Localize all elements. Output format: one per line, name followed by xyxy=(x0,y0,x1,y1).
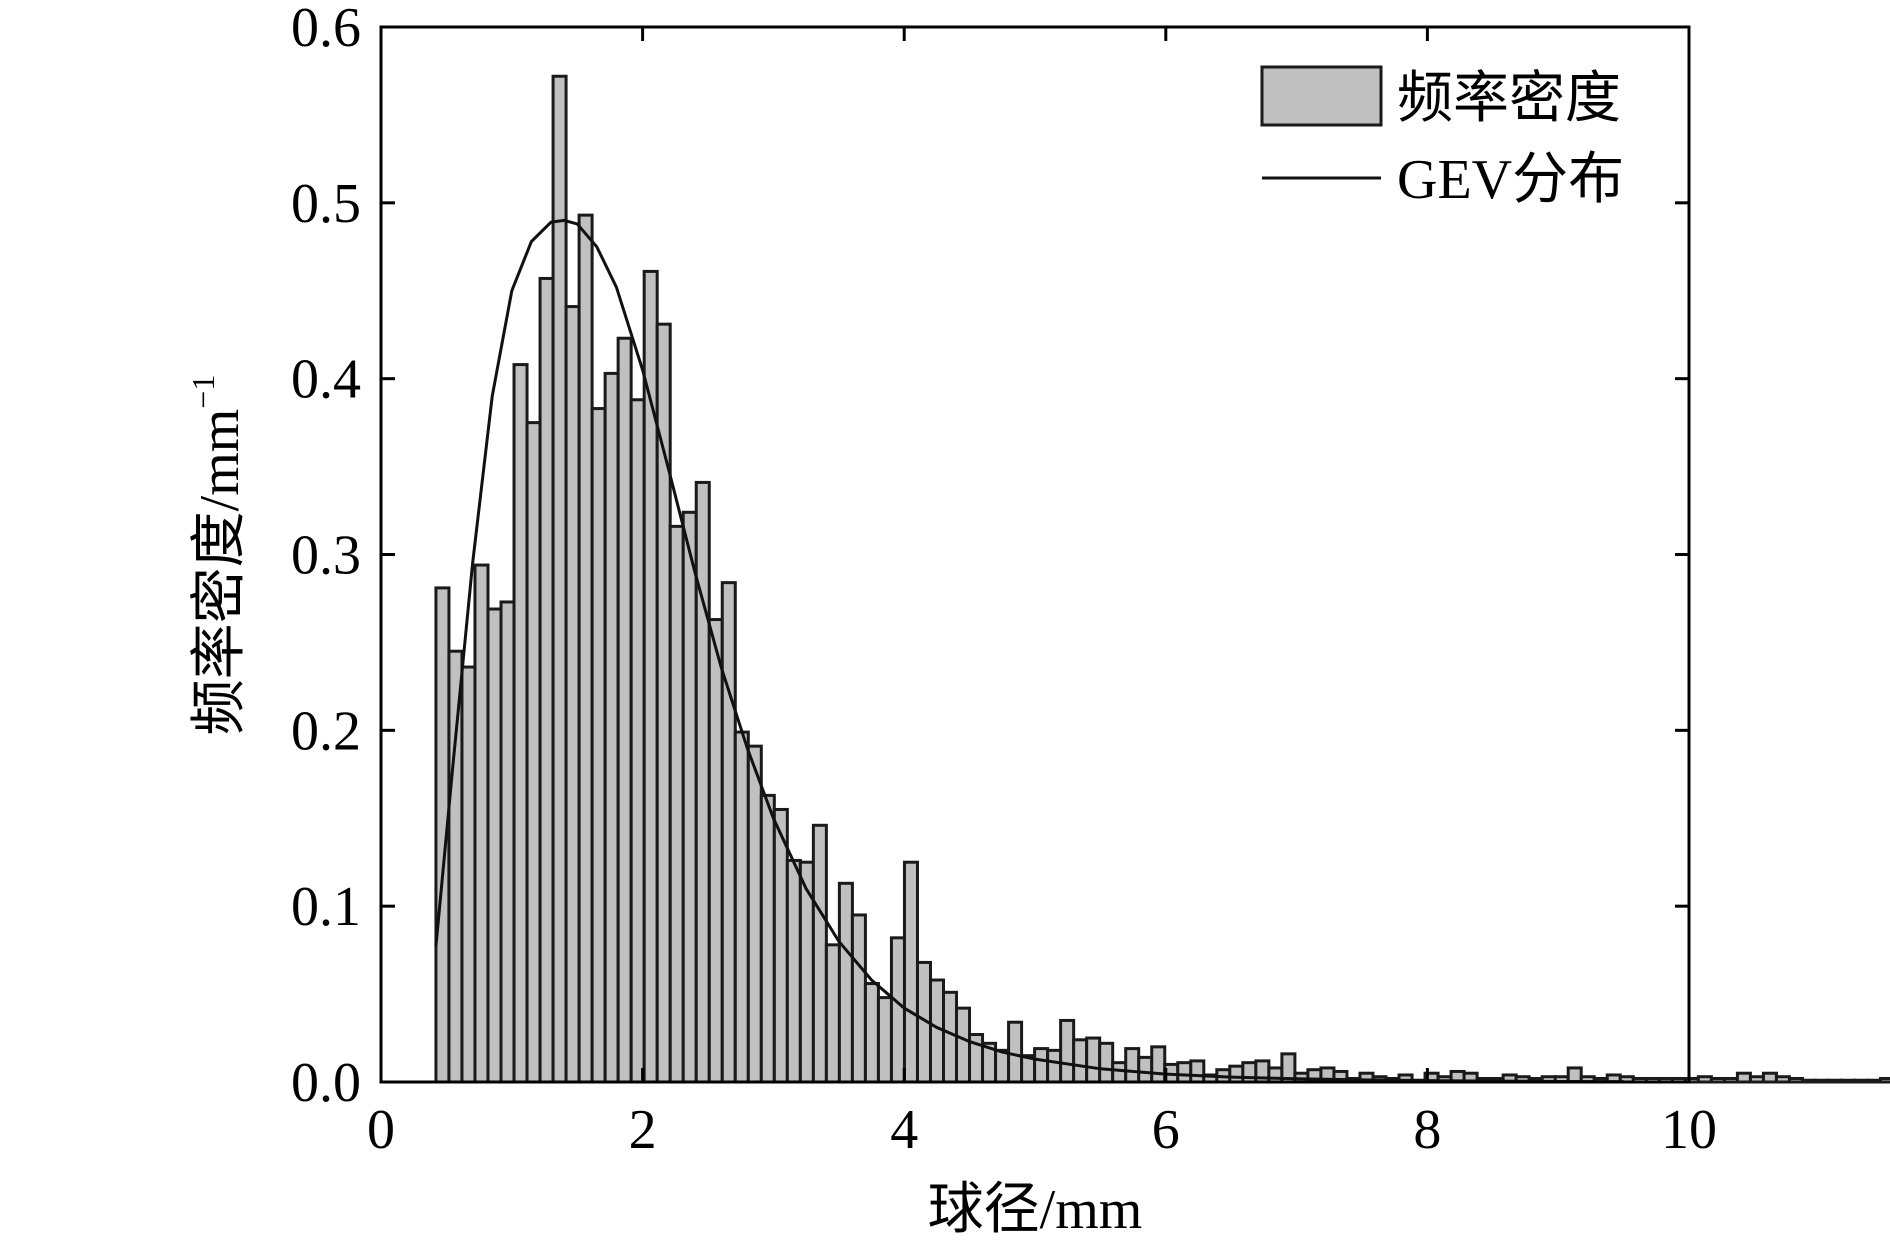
histogram-bar xyxy=(1800,1078,1817,1084)
gev-curve-layer xyxy=(434,218,1624,1084)
histogram-bar xyxy=(564,305,581,1084)
histogram-bar xyxy=(1813,1078,1830,1084)
histogram-bar xyxy=(837,881,854,1084)
histogram-bar xyxy=(1709,1076,1726,1084)
histogram-bar xyxy=(889,936,906,1084)
histogram-bar xyxy=(603,371,620,1084)
histogram-bar xyxy=(681,510,698,1084)
histogram-bar xyxy=(551,74,568,1084)
histogram-bar xyxy=(942,990,959,1084)
histogram-bar xyxy=(720,581,737,1084)
histogram-bar xyxy=(1735,1071,1752,1084)
histogram-bar xyxy=(1761,1071,1778,1084)
legend-swatch-histogram xyxy=(1260,65,1383,127)
histogram-bar xyxy=(1267,1066,1284,1084)
histogram-bar xyxy=(746,744,763,1084)
histogram-bar xyxy=(1722,1076,1739,1084)
histogram-bar xyxy=(525,421,542,1084)
x-tick-label: 4 xyxy=(890,1099,918,1161)
histogram-bar xyxy=(512,363,529,1084)
y-axis-label-main: 频率密度/mm xyxy=(189,409,251,736)
histogram-bar xyxy=(1189,1059,1206,1084)
histogram-bar xyxy=(447,649,464,1084)
histogram-bar xyxy=(1111,1061,1128,1084)
histogram-bar xyxy=(863,982,880,1084)
histogram-bar xyxy=(1059,1018,1076,1084)
histogram-bar xyxy=(1566,1066,1583,1084)
x-axis-label: 球径/mm xyxy=(928,1179,1143,1241)
axis-ticks: 0 2 4 6 8 10 0.0 0.1 0.2 0.3 0.4 0.5 0.6 xyxy=(291,0,1717,1161)
histogram-bar xyxy=(824,943,841,1084)
x-tick-label: 8 xyxy=(1413,1099,1441,1161)
histogram-bar xyxy=(876,996,893,1084)
histogram-bar xyxy=(733,730,750,1084)
legend-label-gev: GEV分布 xyxy=(1397,149,1624,211)
legend: 频率密度 GEV分布 xyxy=(1260,65,1624,211)
histogram-bar xyxy=(1124,1047,1141,1084)
histogram-bar xyxy=(1072,1038,1089,1084)
histogram-bar xyxy=(668,524,685,1084)
histogram-bar xyxy=(1085,1036,1102,1084)
histogram-bar xyxy=(1228,1064,1245,1084)
histogram-bar xyxy=(811,823,828,1084)
histogram-bar xyxy=(1879,1076,1890,1084)
y-tick-label: 0.1 xyxy=(291,876,361,938)
histogram-bar xyxy=(772,807,789,1084)
histogram-bar xyxy=(538,276,555,1084)
histogram-bar xyxy=(1046,1048,1063,1084)
histogram-bar xyxy=(642,269,659,1084)
histogram-bar xyxy=(486,607,503,1084)
y-tick-label: 0.5 xyxy=(291,173,361,235)
histogram-bar xyxy=(902,860,919,1084)
histogram-bar xyxy=(616,336,633,1084)
histogram-bar xyxy=(1748,1075,1765,1084)
histogram-bar xyxy=(1840,1078,1857,1084)
histogram-bar xyxy=(629,398,646,1084)
histogram-bar xyxy=(1787,1076,1804,1084)
histogram-bar xyxy=(1137,1055,1154,1084)
histogram-bar xyxy=(1176,1061,1193,1084)
histogram-bar xyxy=(1774,1075,1791,1084)
histogram-bar xyxy=(1033,1047,1050,1084)
histogram-bar xyxy=(850,913,867,1084)
histogram-bar xyxy=(1826,1078,1844,1084)
histogram-bar xyxy=(785,858,802,1084)
y-tick-label: 0.6 xyxy=(291,0,361,59)
y-tick-label: 0.3 xyxy=(291,525,361,587)
histogram-bar xyxy=(499,600,516,1084)
histogram-bar xyxy=(590,407,607,1084)
x-tick-label: 10 xyxy=(1661,1099,1717,1161)
histogram-bar xyxy=(473,563,490,1084)
histogram-bar xyxy=(460,665,477,1084)
y-tick-label: 0.0 xyxy=(291,1052,361,1114)
histogram-bar xyxy=(994,1048,1011,1084)
legend-label-histogram: 频率密度 xyxy=(1397,68,1621,130)
gev-distribution-line xyxy=(434,218,1624,1084)
histogram-bar xyxy=(1853,1078,1870,1084)
histogram-bar xyxy=(1150,1045,1167,1084)
histogram-bar xyxy=(1696,1075,1713,1084)
histogram-bar xyxy=(1007,1020,1024,1084)
histogram-bar xyxy=(759,793,776,1084)
histogram-bar xyxy=(1866,1078,1883,1084)
histogram-bars xyxy=(434,74,1890,1084)
y-axis-label-superscript: −1 xyxy=(185,375,221,409)
y-tick-label: 0.4 xyxy=(291,349,361,411)
histogram-bar xyxy=(955,1006,972,1084)
x-tick-label: 2 xyxy=(629,1099,657,1161)
x-tick-label: 6 xyxy=(1152,1099,1180,1161)
histogram-bar xyxy=(577,213,594,1084)
histogram-bar xyxy=(1098,1041,1115,1084)
y-tick-label: 0.2 xyxy=(291,700,361,762)
histogram-bar xyxy=(694,480,711,1084)
histogram-bar xyxy=(707,618,724,1084)
y-axis-label: 频率密度/mm−1 xyxy=(185,375,251,736)
x-tick-label: 0 xyxy=(367,1099,395,1161)
